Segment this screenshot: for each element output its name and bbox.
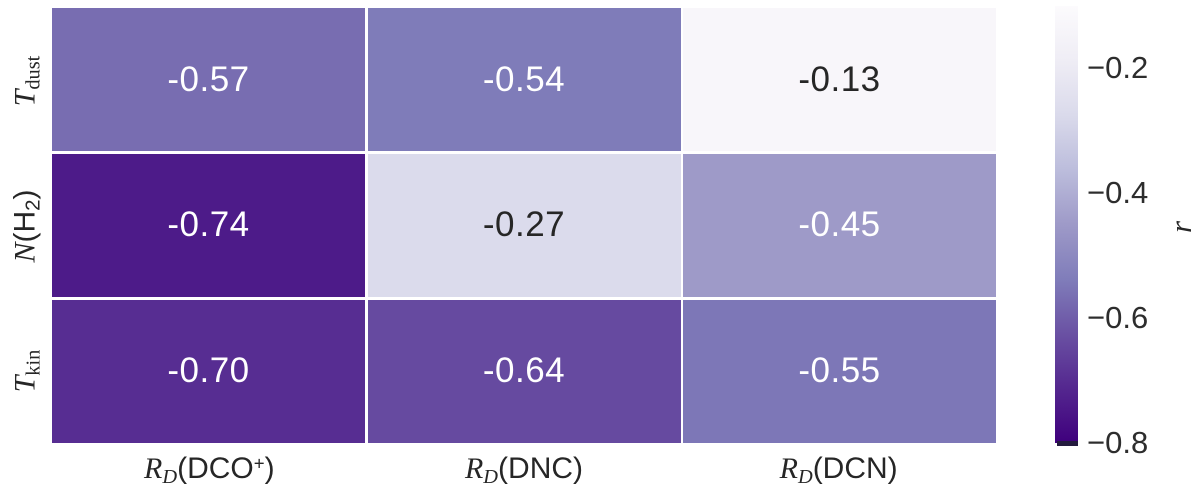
colorbar-tick-label: −0.2	[1087, 50, 1149, 86]
x-axis-label: RD(DCO+)	[144, 452, 275, 489]
x-axis-label: RD(DNC)	[465, 452, 583, 489]
heatmap-cell: -0.45	[683, 153, 996, 298]
cell-value: -0.74	[167, 205, 250, 245]
y-axis-label: Tkin	[8, 349, 45, 392]
label-segment: R	[464, 452, 484, 485]
label-segment: T	[8, 89, 42, 106]
cell-value: -0.54	[482, 59, 566, 99]
label-segment: T	[8, 375, 42, 392]
y-axis-label: Tdust	[8, 55, 45, 106]
heatmap-grid: -0.57 -0.54 -0.13 -0.74 -0.27 -0.45 -0.70 -0.64…	[52, 8, 996, 443]
colorbar-title: r	[1163, 220, 1198, 234]
label-segment: D	[797, 466, 813, 489]
cell-value: -0.55	[798, 351, 881, 391]
heatmap-cell: -0.57	[52, 8, 365, 152]
heatmap-cell: -0.55	[683, 299, 996, 443]
cell-value: -0.57	[167, 59, 250, 99]
label-segment: )	[8, 188, 42, 199]
label-segment: D	[162, 466, 178, 489]
colorbar-tick-label: −0.6	[1087, 300, 1149, 336]
heatmap-cell: -0.13	[683, 8, 996, 152]
label-segment: N	[8, 241, 42, 263]
label-segment: (DCO	[177, 452, 254, 485]
label-segment: R	[779, 452, 798, 485]
colorbar-gradient	[1055, 6, 1078, 443]
label-segment: 2	[22, 198, 45, 211]
label-segment: )	[264, 452, 275, 485]
colorbar-tick-label: −0.4	[1087, 175, 1149, 211]
label-segment: R	[144, 452, 163, 485]
cell-value: -0.70	[167, 351, 250, 391]
heatmap-cell: -0.64	[367, 299, 681, 443]
cell-value: -0.13	[798, 59, 881, 99]
label-segment: +	[253, 452, 265, 474]
label-segment: dust	[22, 55, 45, 90]
y-axis-label: N(H2)	[8, 189, 45, 262]
colorbar-tick-label: −0.8	[1087, 425, 1149, 460]
label-segment: kin	[22, 349, 45, 376]
heatmap-cell: -0.70	[52, 299, 365, 443]
cell-value: -0.27	[482, 205, 566, 245]
label-segment: (DNC)	[498, 452, 584, 485]
heatmap-cell: -0.54	[367, 8, 681, 152]
label-segment: (DCN)	[812, 452, 898, 485]
label-segment: D	[483, 466, 499, 489]
cell-value: -0.45	[798, 205, 881, 245]
colorbar-min-tick	[1057, 441, 1078, 446]
label-segment: (H	[8, 210, 42, 242]
x-axis-label: RD(DCN)	[780, 452, 898, 489]
cell-value: -0.64	[482, 351, 566, 391]
heatmap-cell: -0.27	[367, 153, 681, 298]
heatmap-cell: -0.74	[52, 153, 365, 298]
